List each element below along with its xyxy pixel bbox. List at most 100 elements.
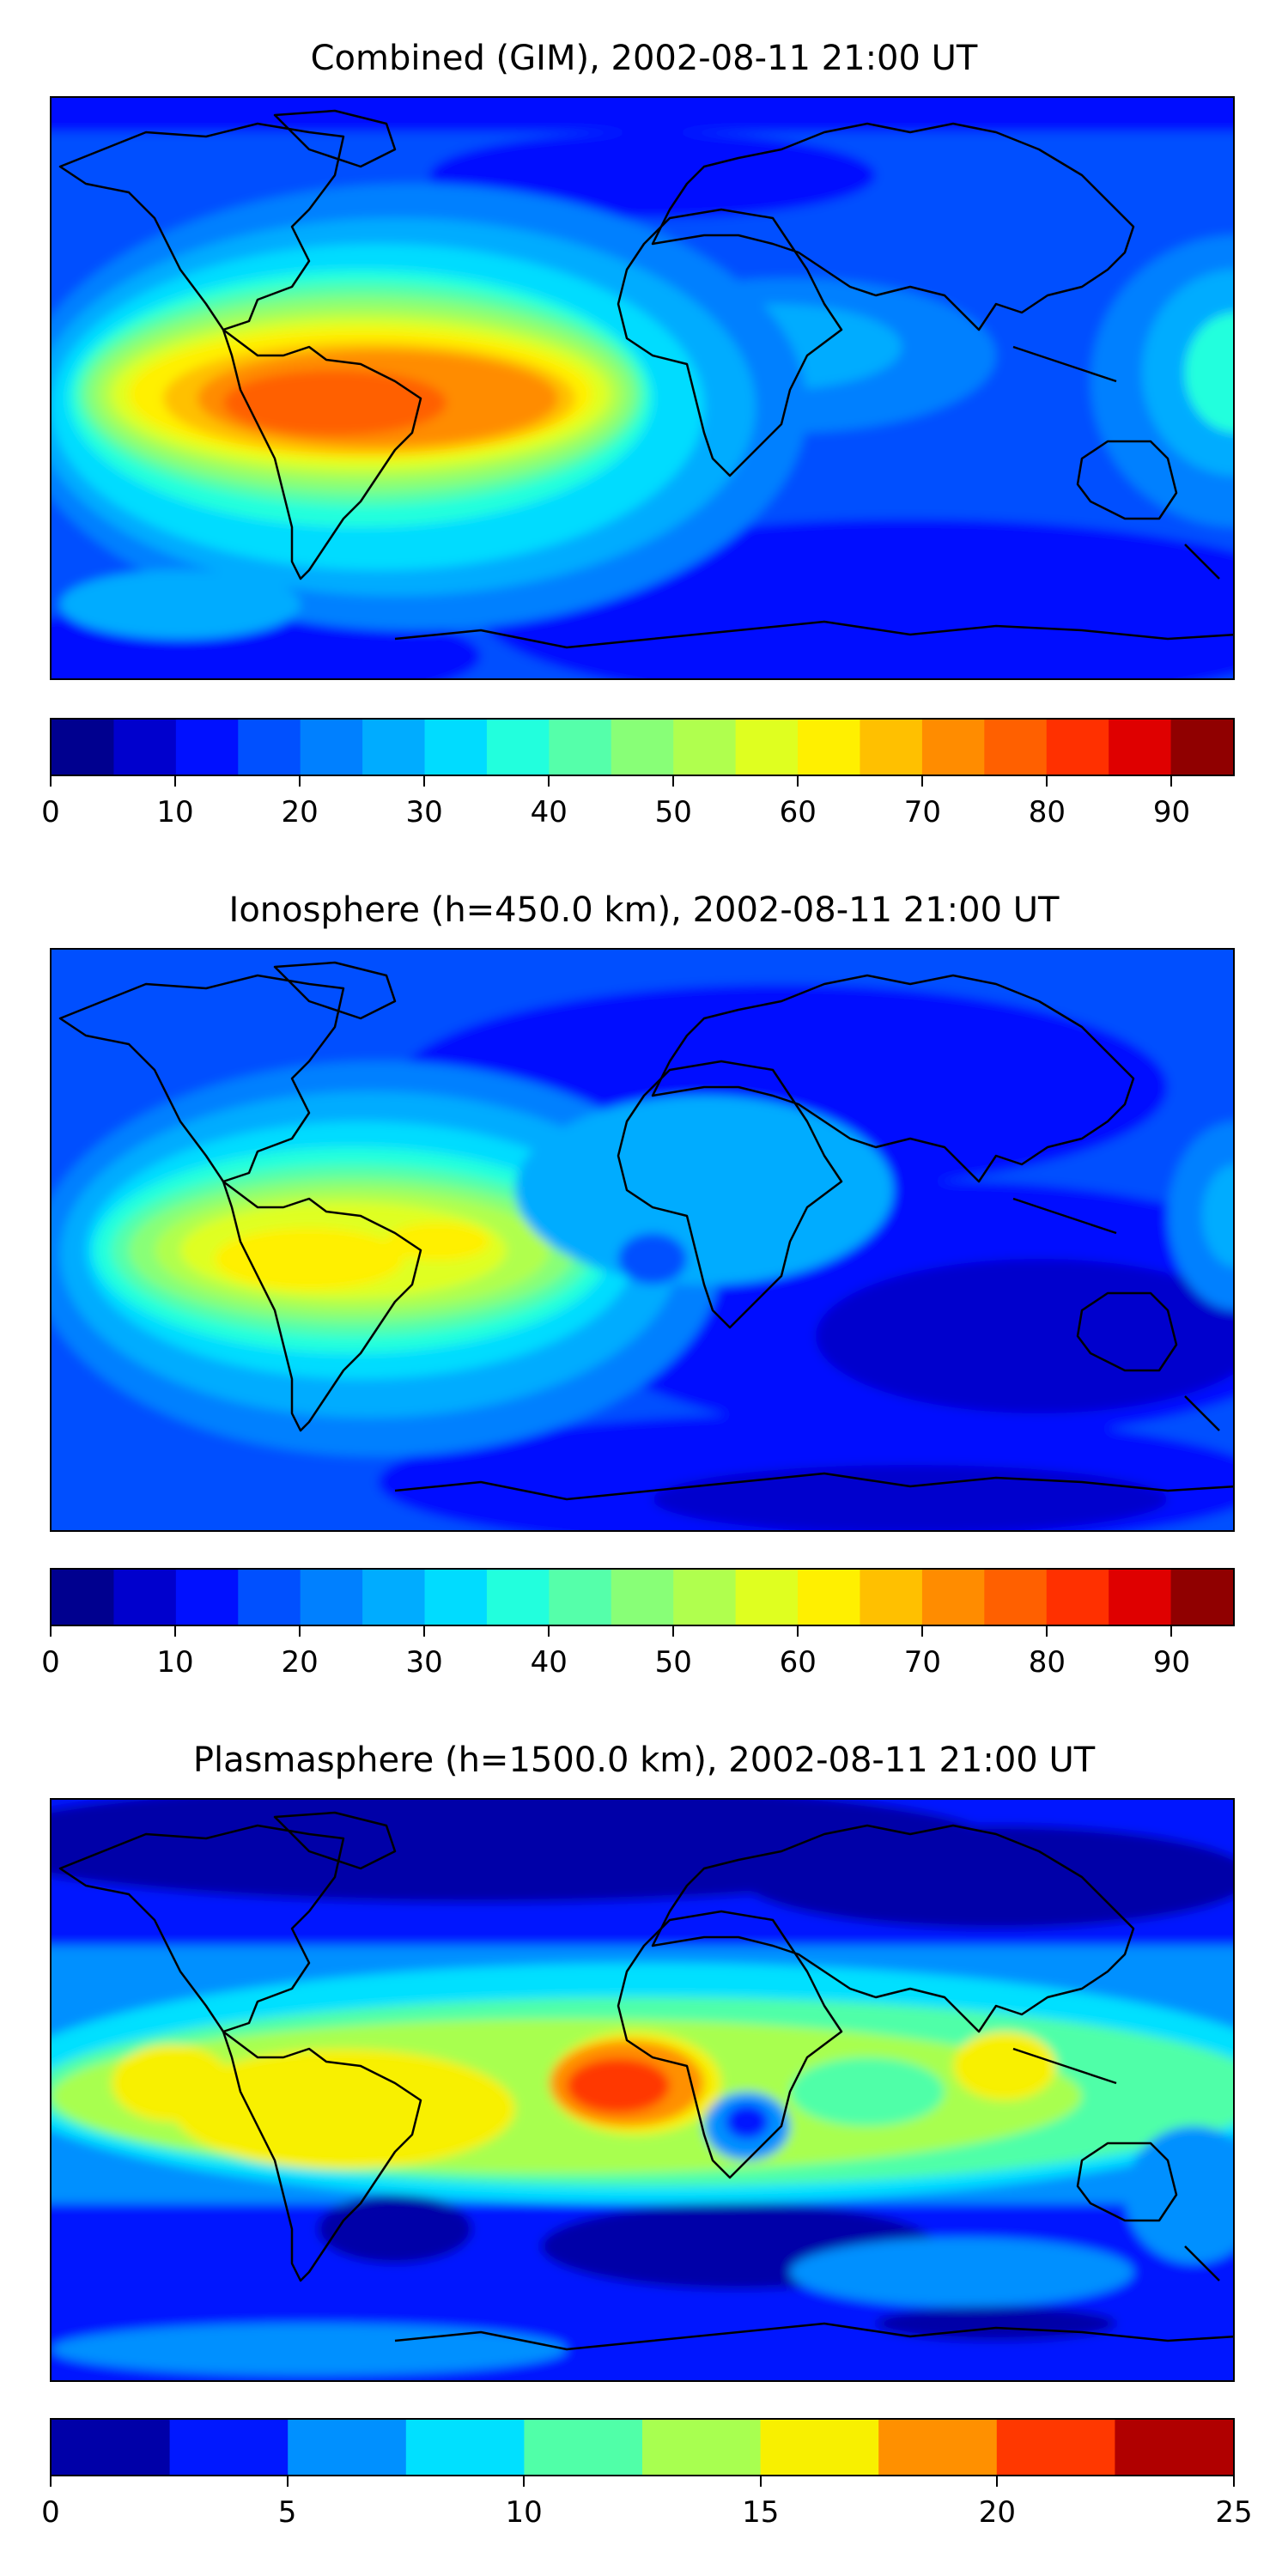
colorbar-segment xyxy=(996,2420,1115,2475)
colorbar-ticks-combined: 0 10 20 30 40 50 60 70 80 90 xyxy=(41,776,1235,829)
colorbar-ionosphere xyxy=(50,1568,1235,1626)
colorbar-segment xyxy=(984,720,1048,775)
colorbar-segment xyxy=(52,2420,171,2475)
colorbar-tick-label: 90 xyxy=(1152,1645,1191,1680)
colorbar-tick xyxy=(1046,1626,1048,1637)
panel-title-combined: Combined (GIM), 2002-08-11 21:00 UT xyxy=(310,39,978,78)
colorbar-tick xyxy=(672,1626,675,1637)
colorbar-tick xyxy=(174,1626,177,1637)
colorbar-segment xyxy=(1170,1570,1233,1625)
map-plasmasphere xyxy=(50,1798,1235,2382)
colorbar-tick-label: 30 xyxy=(405,1645,443,1680)
colorbar-tick xyxy=(423,1626,426,1637)
colorbar-tick-label: 0 xyxy=(41,795,60,829)
colorbar-tick xyxy=(50,776,52,787)
colorbar-tick-label: 70 xyxy=(903,1645,941,1680)
colorbar-tick-label: 10 xyxy=(505,2495,543,2530)
colorbar-tick xyxy=(797,776,799,787)
colorbar-segment xyxy=(52,720,115,775)
colorbar-segment xyxy=(860,1570,923,1625)
colorbar-tick-label: 70 xyxy=(903,795,941,829)
colorbar-segment xyxy=(486,720,550,775)
map-ionosphere xyxy=(50,948,1235,1532)
colorbar-tick xyxy=(548,776,550,787)
colorbar-segment xyxy=(860,720,923,775)
colorbar-tick-label: 15 xyxy=(742,2495,780,2530)
colorbar-tick-label: 25 xyxy=(1215,2495,1253,2530)
colorbar-tick-label: 0 xyxy=(41,1645,60,1680)
colorbar-segment xyxy=(673,1570,737,1625)
panel-title-plasmasphere: Plasmasphere (h=1500.0 km), 2002-08-11 2… xyxy=(192,1741,1096,1780)
colorbar-segment xyxy=(673,720,737,775)
colorbar-segment xyxy=(921,1570,985,1625)
colorbar-tick-label: 20 xyxy=(978,2495,1017,2530)
colorbar-tick xyxy=(423,776,426,787)
colorbar-segment xyxy=(113,720,177,775)
colorbar-tick-label: 50 xyxy=(654,795,692,829)
colorbar-segment xyxy=(486,1570,550,1625)
colorbar-segment xyxy=(1109,720,1172,775)
colorbar-segment xyxy=(238,720,301,775)
colorbar-tick-label: 0 xyxy=(41,2495,60,2530)
colorbar-segment xyxy=(642,2420,762,2475)
colorbar-tick-label: 80 xyxy=(1028,1645,1066,1680)
colorbar-segment xyxy=(524,2420,643,2475)
colorbar-segment xyxy=(921,720,985,775)
colorbar-tick xyxy=(1046,776,1048,787)
colorbar-tick xyxy=(523,2476,526,2487)
colorbar-segment xyxy=(549,720,612,775)
colorbar-plasmasphere xyxy=(50,2418,1235,2476)
colorbar-segment xyxy=(798,720,861,775)
colorbar-tick xyxy=(548,1626,550,1637)
colorbar-segment xyxy=(735,1570,799,1625)
map-combined xyxy=(50,96,1235,680)
colorbar-tick xyxy=(921,1626,924,1637)
colorbar-tick xyxy=(672,776,675,787)
colorbar-tick xyxy=(797,1626,799,1637)
colorbar-tick-label: 60 xyxy=(779,1645,817,1680)
colorbar-segment xyxy=(878,2420,998,2475)
colorbar-tick xyxy=(759,2476,762,2487)
colorbar-segment xyxy=(362,1570,426,1625)
colorbar-segment xyxy=(113,1570,177,1625)
colorbar-segment xyxy=(405,2420,525,2475)
colorbar-segment xyxy=(175,720,239,775)
colorbar-segment xyxy=(300,720,363,775)
colorbar-tick xyxy=(299,776,301,787)
colorbar-tick-label: 60 xyxy=(779,795,817,829)
colorbar-tick xyxy=(1170,1626,1173,1637)
colorbar-segment xyxy=(424,720,488,775)
colorbar-segment xyxy=(238,1570,301,1625)
colorbar-tick xyxy=(174,776,177,787)
colorbar-segment xyxy=(52,1570,115,1625)
colorbar-tick-label: 80 xyxy=(1028,795,1066,829)
colorbar-tick-label: 50 xyxy=(654,1645,692,1680)
colorbar-segment xyxy=(424,1570,488,1625)
colorbar-segment xyxy=(798,1570,861,1625)
colorbar-tick-label: 30 xyxy=(405,795,443,829)
colorbar-segment xyxy=(175,1570,239,1625)
colorbar-tick xyxy=(286,2476,289,2487)
colorbar-segment xyxy=(611,720,674,775)
colorbar-ticks-plasmasphere: 0 5 10 15 20 25 xyxy=(41,2476,1253,2530)
panel-title-ionosphere: Ionosphere (h=450.0 km), 2002-08-11 21:0… xyxy=(228,890,1060,930)
colorbar-segment xyxy=(735,720,799,775)
colorbar-tick xyxy=(996,2476,999,2487)
colorbar-segment xyxy=(1046,1570,1109,1625)
colorbar-tick xyxy=(921,776,924,787)
colorbar-segment xyxy=(611,1570,674,1625)
colorbar-tick xyxy=(1233,2476,1235,2487)
colorbar-segment xyxy=(300,1570,363,1625)
colorbar-tick-label: 20 xyxy=(281,795,319,829)
colorbar-ticks-ionosphere: 0 10 20 30 40 50 60 70 80 90 xyxy=(41,1626,1235,1680)
colorbar-tick-label: 40 xyxy=(530,1645,568,1680)
colorbar-tick-label: 90 xyxy=(1152,795,1191,829)
colorbar-segment xyxy=(984,1570,1048,1625)
colorbar-tick-label: 10 xyxy=(156,1645,194,1680)
colorbar-segment xyxy=(549,1570,612,1625)
colorbar-tick-label: 10 xyxy=(156,795,194,829)
colorbar-segment xyxy=(1115,2420,1233,2475)
colorbar-segment xyxy=(169,2420,289,2475)
colorbar-tick xyxy=(50,1626,52,1637)
colorbar-segment xyxy=(288,2420,407,2475)
